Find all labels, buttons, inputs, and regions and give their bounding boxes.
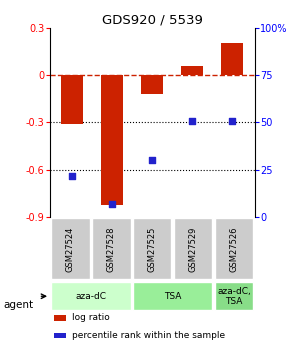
Bar <box>221 43 244 75</box>
Bar <box>133 282 212 311</box>
Bar <box>141 75 163 94</box>
Bar <box>61 75 83 124</box>
Text: percentile rank within the sample: percentile rank within the sample <box>72 331 226 340</box>
Bar <box>181 66 203 75</box>
Bar <box>215 282 253 311</box>
Point <box>110 201 115 207</box>
Bar <box>54 315 66 321</box>
Text: TSA: TSA <box>164 292 181 301</box>
Bar <box>215 218 253 279</box>
Text: GSM27528: GSM27528 <box>107 226 116 272</box>
Text: GSM27526: GSM27526 <box>230 226 238 272</box>
Text: GSM27525: GSM27525 <box>148 226 157 272</box>
Bar <box>92 218 131 279</box>
Point <box>190 118 195 123</box>
Point <box>70 173 75 178</box>
Bar <box>174 218 212 279</box>
Point <box>230 118 235 123</box>
Text: GSM27524: GSM27524 <box>66 226 75 272</box>
Bar <box>51 218 90 279</box>
Point <box>150 158 155 163</box>
Title: GDS920 / 5539: GDS920 / 5539 <box>102 13 203 27</box>
Bar <box>51 282 131 311</box>
Text: aza-dC,
TSA: aza-dC, TSA <box>217 287 251 306</box>
Bar <box>133 218 171 279</box>
Bar <box>54 333 66 338</box>
Text: agent: agent <box>3 300 33 310</box>
Text: aza-dC: aza-dC <box>75 292 106 301</box>
Bar <box>101 75 123 205</box>
Text: log ratio: log ratio <box>72 314 110 323</box>
Text: GSM27529: GSM27529 <box>189 226 198 272</box>
